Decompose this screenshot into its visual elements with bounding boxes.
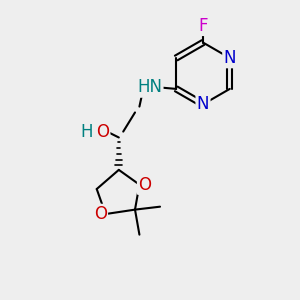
Text: H: H bbox=[80, 123, 93, 141]
Text: F: F bbox=[198, 17, 208, 35]
Text: O: O bbox=[138, 176, 151, 194]
Text: O: O bbox=[94, 205, 107, 223]
Text: O: O bbox=[96, 123, 109, 141]
Text: HN: HN bbox=[137, 78, 162, 96]
Text: N: N bbox=[224, 49, 236, 67]
Text: N: N bbox=[197, 95, 209, 113]
